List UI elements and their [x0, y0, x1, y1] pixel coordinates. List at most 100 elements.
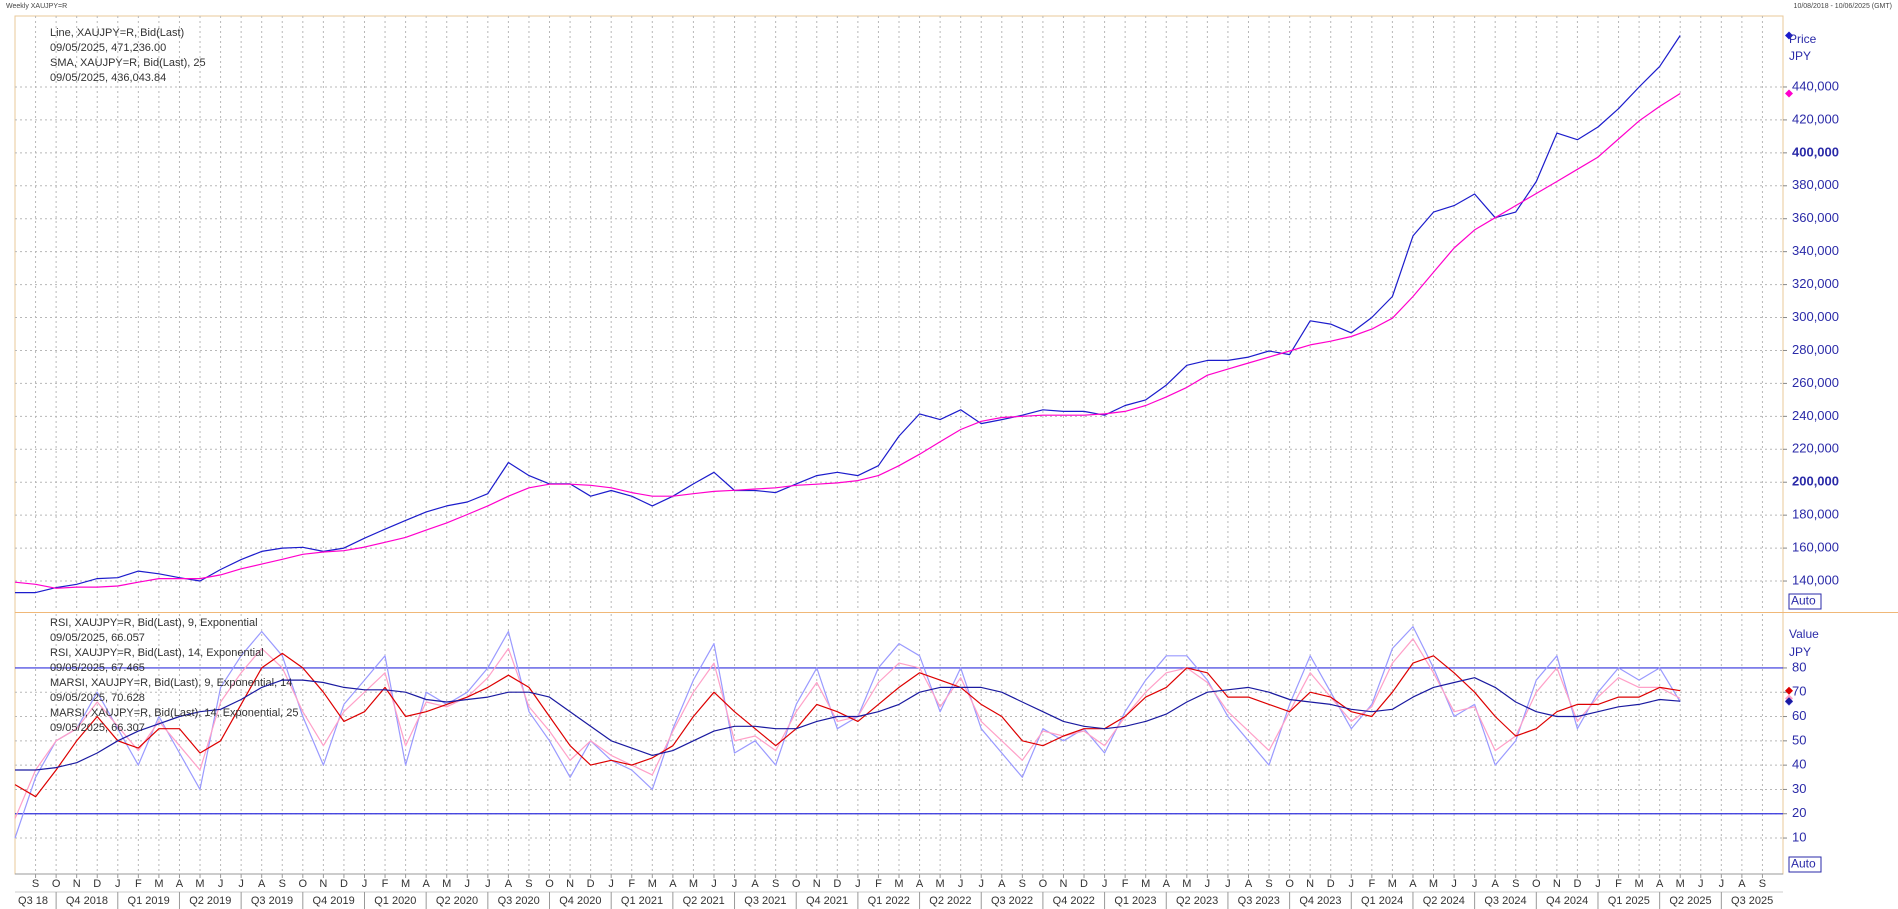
axis-title: JPY — [1789, 645, 1811, 659]
x-tick-label: A — [751, 878, 759, 890]
y-tick-label: 220,000 — [1792, 441, 1839, 456]
axis-title: Price — [1789, 32, 1817, 46]
x-tick-label: J — [218, 878, 224, 890]
series-line — [14, 92, 1681, 589]
x-tick-label: F — [875, 878, 882, 890]
last-value-marker — [1785, 697, 1793, 706]
y-tick-label: 280,000 — [1792, 342, 1839, 357]
x-tick-label: M — [401, 878, 410, 890]
last-value-marker — [1785, 89, 1793, 98]
quarter-label: Q2 2025 — [1669, 895, 1711, 907]
x-tick-label: F — [1368, 878, 1375, 890]
x-tick-label: F — [628, 878, 635, 890]
x-tick-label: J — [608, 878, 614, 890]
quarter-label: Q3 2020 — [498, 895, 540, 907]
x-tick-label: J — [362, 878, 368, 890]
last-value-marker — [1785, 686, 1793, 695]
scale-button[interactable] — [1788, 593, 1822, 610]
y-tick-label: 420,000 — [1792, 111, 1839, 126]
x-tick-label: M — [154, 878, 163, 890]
x-tick-label: D — [340, 878, 348, 890]
legend-last-value: 09/05/2025, 66.057 — [50, 632, 145, 644]
axis-title: Value — [1789, 627, 1819, 641]
y-tick-label: 440,000 — [1792, 78, 1839, 93]
quarter-label: Q2 2019 — [189, 895, 231, 907]
x-tick-label: D — [833, 878, 841, 890]
x-tick-label: N — [1553, 878, 1561, 890]
quarter-label: Q3 18 — [18, 895, 48, 907]
quarter-label: Q4 2022 — [1053, 895, 1095, 907]
legend-last-value: 09/05/2025, 436,043.84 — [50, 72, 166, 84]
x-tick-label: A — [669, 878, 677, 890]
y-tick-label: 10 — [1792, 829, 1806, 844]
x-tick-label: J — [485, 878, 491, 890]
legend-name: SMA, XAUJPY=R, Bid(Last), 25 — [50, 57, 206, 69]
quarter-label: Q1 2019 — [128, 895, 170, 907]
x-tick-label: M — [1635, 878, 1644, 890]
quarter-label: Q1 2022 — [868, 895, 910, 907]
x-tick-label: M — [195, 878, 204, 890]
x-tick-label: N — [1059, 878, 1067, 890]
x-tick-label: M — [1676, 878, 1685, 890]
scale-button-label[interactable]: Auto — [1791, 594, 1816, 608]
quarter-label: Q3 2019 — [251, 895, 293, 907]
x-tick-label: S — [1019, 878, 1026, 890]
x-tick-label: S — [1512, 878, 1519, 890]
quarter-label: Q1 2023 — [1114, 895, 1156, 907]
y-tick-label: 70 — [1792, 684, 1806, 699]
x-tick-label: A — [1656, 878, 1664, 890]
x-tick-label: O — [1039, 878, 1048, 890]
quarter-label: Q4 2023 — [1299, 895, 1341, 907]
x-tick-label: M — [689, 878, 698, 890]
y-tick-label: 260,000 — [1792, 375, 1839, 390]
x-tick-label: M — [442, 878, 451, 890]
series-line — [14, 638, 1681, 819]
quarter-label: Q3 2022 — [991, 895, 1033, 907]
series-line — [15, 35, 1681, 594]
x-tick-label: D — [1573, 878, 1581, 890]
y-tick-label: 400,000 — [1792, 144, 1839, 159]
y-tick-label: 320,000 — [1792, 276, 1839, 291]
legend-last-value: 09/05/2025, 471,236.00 — [50, 42, 166, 54]
x-tick-label: J — [1472, 878, 1478, 890]
x-tick-label: S — [772, 878, 779, 890]
x-tick-label: A — [422, 878, 430, 890]
quarter-label: Q4 2018 — [66, 895, 108, 907]
x-tick-label: O — [1285, 878, 1294, 890]
legend-last-value: 09/05/2025, 66.307 — [50, 722, 145, 734]
quarter-label: Q4 2021 — [806, 895, 848, 907]
x-tick-label: J — [1451, 878, 1457, 890]
y-tick-label: 40 — [1792, 757, 1806, 772]
x-tick-label: A — [916, 878, 924, 890]
quarter-label: Q4 2019 — [313, 895, 355, 907]
x-tick-label: A — [176, 878, 184, 890]
x-tick-label: J — [115, 878, 121, 890]
scale-button-label[interactable]: Auto — [1791, 857, 1816, 871]
x-tick-label: N — [319, 878, 327, 890]
quarter-label: Q3 2025 — [1731, 895, 1773, 907]
quarter-label: Q4 2020 — [559, 895, 601, 907]
x-tick-label: J — [1719, 878, 1725, 890]
y-tick-label: 340,000 — [1792, 243, 1839, 258]
quarter-label: Q2 2021 — [683, 895, 725, 907]
quarter-label: Q1 2025 — [1608, 895, 1650, 907]
x-tick-label: J — [978, 878, 984, 890]
x-tick-label: J — [711, 878, 717, 890]
x-tick-label: N — [1306, 878, 1314, 890]
x-tick-label: A — [258, 878, 266, 890]
x-tick-label: M — [1388, 878, 1397, 890]
y-tick-label: 60 — [1792, 708, 1806, 723]
x-tick-label: J — [1205, 878, 1211, 890]
axis-title: JPY — [1789, 49, 1811, 63]
y-tick-label: 200,000 — [1792, 474, 1839, 489]
x-tick-label: M — [1141, 878, 1150, 890]
x-tick-label: J — [855, 878, 861, 890]
legend-name: MARSI, XAUJPY=R, Bid(Last), 14, Exponent… — [50, 707, 299, 719]
x-tick-label: A — [998, 878, 1006, 890]
x-tick-label: J — [732, 878, 738, 890]
x-tick-label: J — [1225, 878, 1231, 890]
scale-button[interactable] — [1788, 856, 1822, 873]
quarter-label: Q1 2020 — [374, 895, 416, 907]
